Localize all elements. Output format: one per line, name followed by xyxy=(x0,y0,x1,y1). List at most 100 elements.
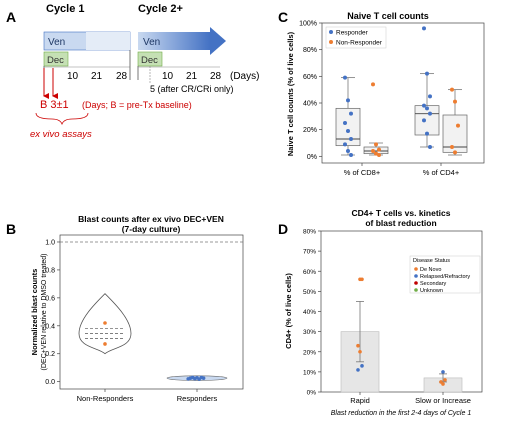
sample-note: (Days; B = pre-Tx baseline) xyxy=(82,100,192,110)
point-c-1-0-3 xyxy=(371,149,375,153)
point-c-1-1-1 xyxy=(453,99,457,104)
chart-b-plot: 0.0 0.2 0.4 0.6 0.8 1.0 Non-Responders Responde… xyxy=(45,239,243,403)
point-d-4 xyxy=(360,364,364,368)
cycle1-ven-bar-fade xyxy=(86,32,130,50)
y-tick-label-c-2: 40% xyxy=(303,101,317,108)
y-tick-label-d-3: 30% xyxy=(303,329,316,336)
x-tick-label-c-1: % of CD4+ xyxy=(423,168,460,177)
cycle2-ven-bar xyxy=(138,32,210,50)
y-tick-label-d-7: 70% xyxy=(303,249,316,256)
cycle2-day-21: 21 xyxy=(186,71,198,82)
cycle1-day-28: 28 xyxy=(116,71,128,82)
legend-secondary-dot xyxy=(414,281,418,285)
cycle2-day-10: 10 xyxy=(162,71,174,82)
point-c-1-1-2 xyxy=(456,123,460,128)
box-0-0 xyxy=(335,107,361,147)
legend-denovo-dot xyxy=(414,267,418,271)
chart-c-plot: 0% 20% 40% 60% 80% 100% % of CD8+ % of CD4+ xyxy=(299,21,468,177)
point-b-0-1 xyxy=(103,342,107,346)
x-tick-label-d-0: Rapid xyxy=(350,396,370,405)
y-tick-label-d-2: 20% xyxy=(303,349,316,356)
y-tick-label-d-5: 50% xyxy=(303,289,316,296)
point-c-0-1-5 xyxy=(428,111,432,116)
y-tick-label-d-6: 60% xyxy=(303,269,316,276)
point-b-1-7 xyxy=(201,376,206,380)
point-c-0-1-4 xyxy=(425,106,429,111)
chart-d-subtitle: of blast reduction xyxy=(365,218,436,228)
exvivo-label: ex vivo assays xyxy=(30,129,92,140)
point-c-1-0-0 xyxy=(371,82,375,87)
point-c-0-0-8 xyxy=(349,153,353,157)
panel-letter-a: A xyxy=(6,9,16,25)
x-tick-label-b-0: Non-Responders xyxy=(77,394,134,403)
point-d-6 xyxy=(441,370,445,374)
cycle1-title: Cycle 1 xyxy=(46,3,85,15)
point-b-0-0 xyxy=(103,321,107,325)
cycle2-arrow-head xyxy=(210,27,226,55)
y-tick-label-d-1: 10% xyxy=(303,369,316,376)
panel-letter-d: D xyxy=(278,221,288,237)
point-c-0-1-0 xyxy=(422,26,426,31)
y-tick-label-c-5: 100% xyxy=(299,21,317,28)
point-c-1-1-0 xyxy=(450,87,454,92)
chart-d-title: CD4+ T cells vs. kinetics xyxy=(352,208,451,218)
legend-nonresponder: Non-Responder xyxy=(336,40,383,47)
cycle1-ven-label: Ven xyxy=(48,37,65,48)
x-tick-label-c-0: % of CD8+ xyxy=(344,168,381,177)
chart-c-title: Naive T cell counts xyxy=(347,11,429,21)
sample-timepoints: B 3±1 xyxy=(40,99,69,111)
cycle1-day-21: 21 xyxy=(91,71,103,82)
x-tick-label-d-1: Slow or Increase xyxy=(415,396,471,405)
cycle1-dec-label: Dec xyxy=(47,55,64,66)
x-tick-label-b-1: Responders xyxy=(177,394,218,403)
legend-denovo: De Novo xyxy=(420,267,441,273)
panel-letter-c: C xyxy=(278,9,288,25)
cycle2-ven-label: Ven xyxy=(143,37,160,48)
point-d-1 xyxy=(360,277,364,282)
chart-d-legend-title: Disease Status xyxy=(413,258,450,264)
y-tick-label-d-8: 80% xyxy=(303,229,316,236)
y-tick-label-b-5: 1.0 xyxy=(45,239,55,246)
panel-a: A Cycle 1 Cycle 2+ Ven Dec 10 21 28 Ven … xyxy=(6,3,259,140)
point-d-7 xyxy=(443,378,447,382)
box-1-1 xyxy=(442,114,468,153)
y-tick-label-d-0: 0% xyxy=(307,390,317,397)
chart-b-subtitle: (7-day culture) xyxy=(122,224,181,234)
y-tick-label-d-4: 40% xyxy=(303,309,316,316)
legend-secondary: Secondary xyxy=(420,281,447,287)
legend-relapsed: Relapsed/Refractory xyxy=(420,274,470,280)
point-c-1-1-4 xyxy=(453,150,457,155)
point-c-0-1-8 xyxy=(428,145,432,149)
legend-relapsed-dot xyxy=(414,274,418,278)
point-c-0-1-2 xyxy=(428,94,432,99)
point-d-5 xyxy=(356,368,360,372)
y-tick-label-b-3: 0.6 xyxy=(45,295,55,302)
point-c-0-0-2 xyxy=(349,111,353,116)
point-c-0-0-3 xyxy=(343,121,347,125)
legend-unknown-dot xyxy=(414,288,418,292)
point-c-0-0-7 xyxy=(346,149,350,153)
point-d-9 xyxy=(441,382,445,386)
chart-b-frame xyxy=(59,234,244,390)
panel-b: B Blast counts after ex vivo DEC+VEN (7-… xyxy=(6,214,244,403)
cycle2-title: Cycle 2+ xyxy=(138,3,183,15)
legend-responder: Responder xyxy=(336,30,369,37)
point-c-1-0-2 xyxy=(377,147,381,152)
point-c-0-1-7 xyxy=(425,131,429,136)
chart-d-plot: 0% 10% 20% 30% 40% 50% 60% 70% 80% Rapid Slow or I… xyxy=(303,229,471,406)
cycle1-day-10: 10 xyxy=(67,71,79,82)
y-tick-label-b-1: 0.2 xyxy=(45,351,55,358)
point-d-2 xyxy=(356,343,360,348)
y-tick-label-b-0: 0.0 xyxy=(45,379,55,386)
point-c-1-0-4 xyxy=(374,151,378,156)
point-c-0-0-5 xyxy=(349,137,353,141)
point-c-1-1-3 xyxy=(450,145,454,149)
point-d-3 xyxy=(358,349,362,354)
point-c-1-0-1 xyxy=(374,142,378,147)
chart-d-xlabel: Blast reduction in the first 2-4 days of… xyxy=(331,410,472,417)
point-c-0-1-6 xyxy=(422,118,426,123)
cycle1-dec-bar xyxy=(43,51,69,67)
panel-c: C Naive T cell counts Naive T cell count… xyxy=(278,9,485,177)
y-tick-label-c-0: 0% xyxy=(307,154,317,161)
